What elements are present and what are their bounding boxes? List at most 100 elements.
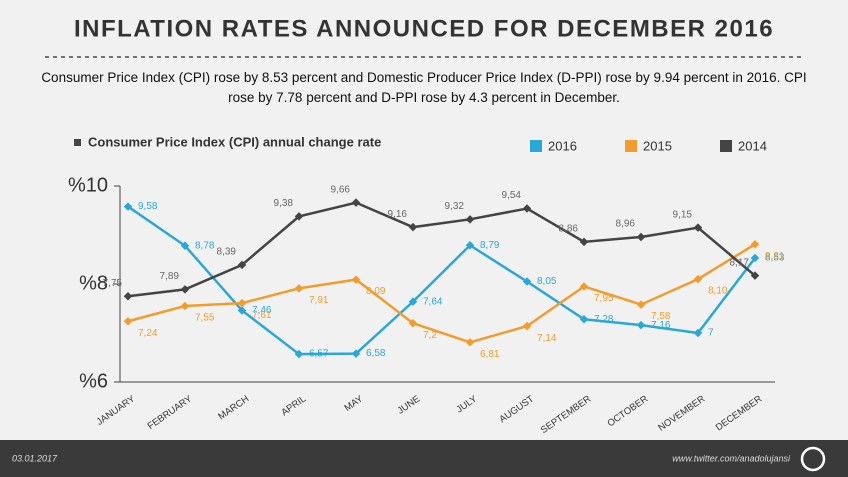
x-tick-label: SEPTEMBER bbox=[539, 393, 593, 436]
data-label: 6,57 bbox=[309, 349, 329, 360]
data-label: 7,58 bbox=[651, 311, 671, 322]
point bbox=[408, 222, 418, 232]
point bbox=[180, 301, 190, 311]
legend-swatch bbox=[625, 140, 637, 152]
data-label: 7,91 bbox=[309, 295, 329, 306]
point bbox=[408, 318, 418, 328]
legend-swatch bbox=[720, 140, 732, 152]
data-label: 6,58 bbox=[366, 348, 386, 359]
point bbox=[294, 212, 304, 221]
data-label: 8,39 bbox=[217, 247, 237, 258]
data-label: 7,75 bbox=[103, 278, 123, 289]
data-label: 9,66 bbox=[331, 184, 351, 195]
data-label: 6,81 bbox=[480, 349, 500, 360]
data-label: 9,38 bbox=[274, 198, 294, 209]
legend-title-marker bbox=[74, 139, 81, 146]
data-label: 9,16 bbox=[388, 209, 408, 220]
data-label: 8,78 bbox=[195, 240, 215, 251]
point bbox=[465, 215, 475, 224]
data-label: 8,05 bbox=[537, 276, 557, 287]
data-label: 8,10 bbox=[708, 286, 728, 297]
data-label: 9,15 bbox=[673, 209, 693, 220]
point bbox=[465, 338, 475, 347]
data-label: 7,61 bbox=[252, 310, 272, 321]
y-tick-label: %6 bbox=[79, 370, 108, 392]
x-tick-label: NOVEMBER bbox=[656, 393, 707, 433]
legend-label: 2016 bbox=[548, 138, 577, 153]
data-label: 9,58 bbox=[138, 201, 158, 212]
point bbox=[693, 328, 703, 338]
point bbox=[123, 202, 133, 211]
data-label: 7,95 bbox=[594, 293, 614, 304]
line bbox=[127, 201, 756, 298]
x-tick-label: DECEMBER bbox=[714, 393, 765, 433]
point bbox=[693, 274, 703, 284]
x-tick-label: JANUARY bbox=[95, 393, 138, 428]
point bbox=[750, 271, 760, 280]
x-tick-label: APRIL bbox=[279, 394, 308, 419]
point bbox=[180, 241, 190, 251]
data-label: 7,28 bbox=[594, 314, 614, 325]
data-label: 8,96 bbox=[616, 219, 636, 230]
data-label: 8,53 bbox=[765, 253, 785, 264]
x-tick-label: AUGUST bbox=[497, 393, 536, 425]
point bbox=[123, 292, 133, 301]
data-label: 7,2 bbox=[423, 330, 437, 341]
x-tick-label: JULY bbox=[454, 393, 479, 415]
x-tick-label: MARCH bbox=[216, 393, 251, 422]
point bbox=[408, 297, 418, 306]
data-label: 8,81 bbox=[765, 251, 785, 262]
legend-swatch bbox=[530, 140, 542, 152]
point bbox=[465, 241, 475, 250]
data-label: 7 bbox=[708, 328, 714, 339]
data-label: 8,17 bbox=[730, 257, 750, 268]
point bbox=[636, 232, 646, 242]
footer-bar bbox=[0, 440, 848, 477]
line bbox=[127, 243, 756, 344]
point bbox=[180, 285, 190, 294]
point bbox=[123, 316, 133, 326]
data-label: 8,79 bbox=[480, 240, 500, 251]
data-label: 7,55 bbox=[195, 313, 215, 324]
chart-title: INFLATION RATES ANNOUNCED FOR DECEMBER 2… bbox=[74, 15, 774, 42]
x-tick-label: MAY bbox=[343, 393, 366, 414]
subtitle: Consumer Price Index (CPI) rose by 8.53 … bbox=[41, 70, 807, 105]
data-label: 7,64 bbox=[423, 296, 443, 307]
line bbox=[127, 205, 756, 356]
point bbox=[351, 198, 361, 207]
x-tick-label: OCTOBER bbox=[606, 393, 651, 429]
x-tick-label: JUNE bbox=[396, 394, 423, 417]
data-label: 7,46 bbox=[252, 305, 272, 316]
y-tick-label: %8 bbox=[79, 272, 108, 294]
point bbox=[522, 321, 532, 331]
data-label: 8,09 bbox=[366, 286, 386, 297]
point bbox=[237, 298, 247, 308]
data-label: 8,86 bbox=[559, 224, 579, 235]
data-label: 7,24 bbox=[138, 328, 158, 339]
legend-label: 2015 bbox=[643, 138, 672, 153]
point bbox=[522, 277, 532, 286]
data-label: 7,16 bbox=[651, 320, 671, 331]
point bbox=[636, 300, 646, 309]
point bbox=[237, 306, 247, 315]
data-label: 7,14 bbox=[537, 333, 557, 344]
logo bbox=[800, 446, 826, 472]
point bbox=[351, 275, 361, 284]
legend-title: Consumer Price Index (CPI) annual change… bbox=[88, 134, 381, 149]
legend-label: 2014 bbox=[738, 138, 767, 153]
point bbox=[579, 315, 589, 324]
data-label: 9,54 bbox=[502, 190, 522, 201]
footer-source: www.twitter.com/anadolujansi bbox=[672, 453, 791, 463]
point bbox=[636, 320, 646, 330]
point bbox=[294, 284, 304, 293]
point bbox=[294, 349, 304, 359]
x-tick-label: FEBRUARY bbox=[146, 393, 195, 432]
point bbox=[237, 260, 247, 270]
point bbox=[579, 282, 589, 291]
data-label: 7,89 bbox=[160, 271, 180, 282]
footer-date: 03.01.2017 bbox=[12, 453, 58, 463]
y-tick-label: %10 bbox=[68, 174, 108, 196]
data-label: 9,32 bbox=[445, 201, 465, 212]
